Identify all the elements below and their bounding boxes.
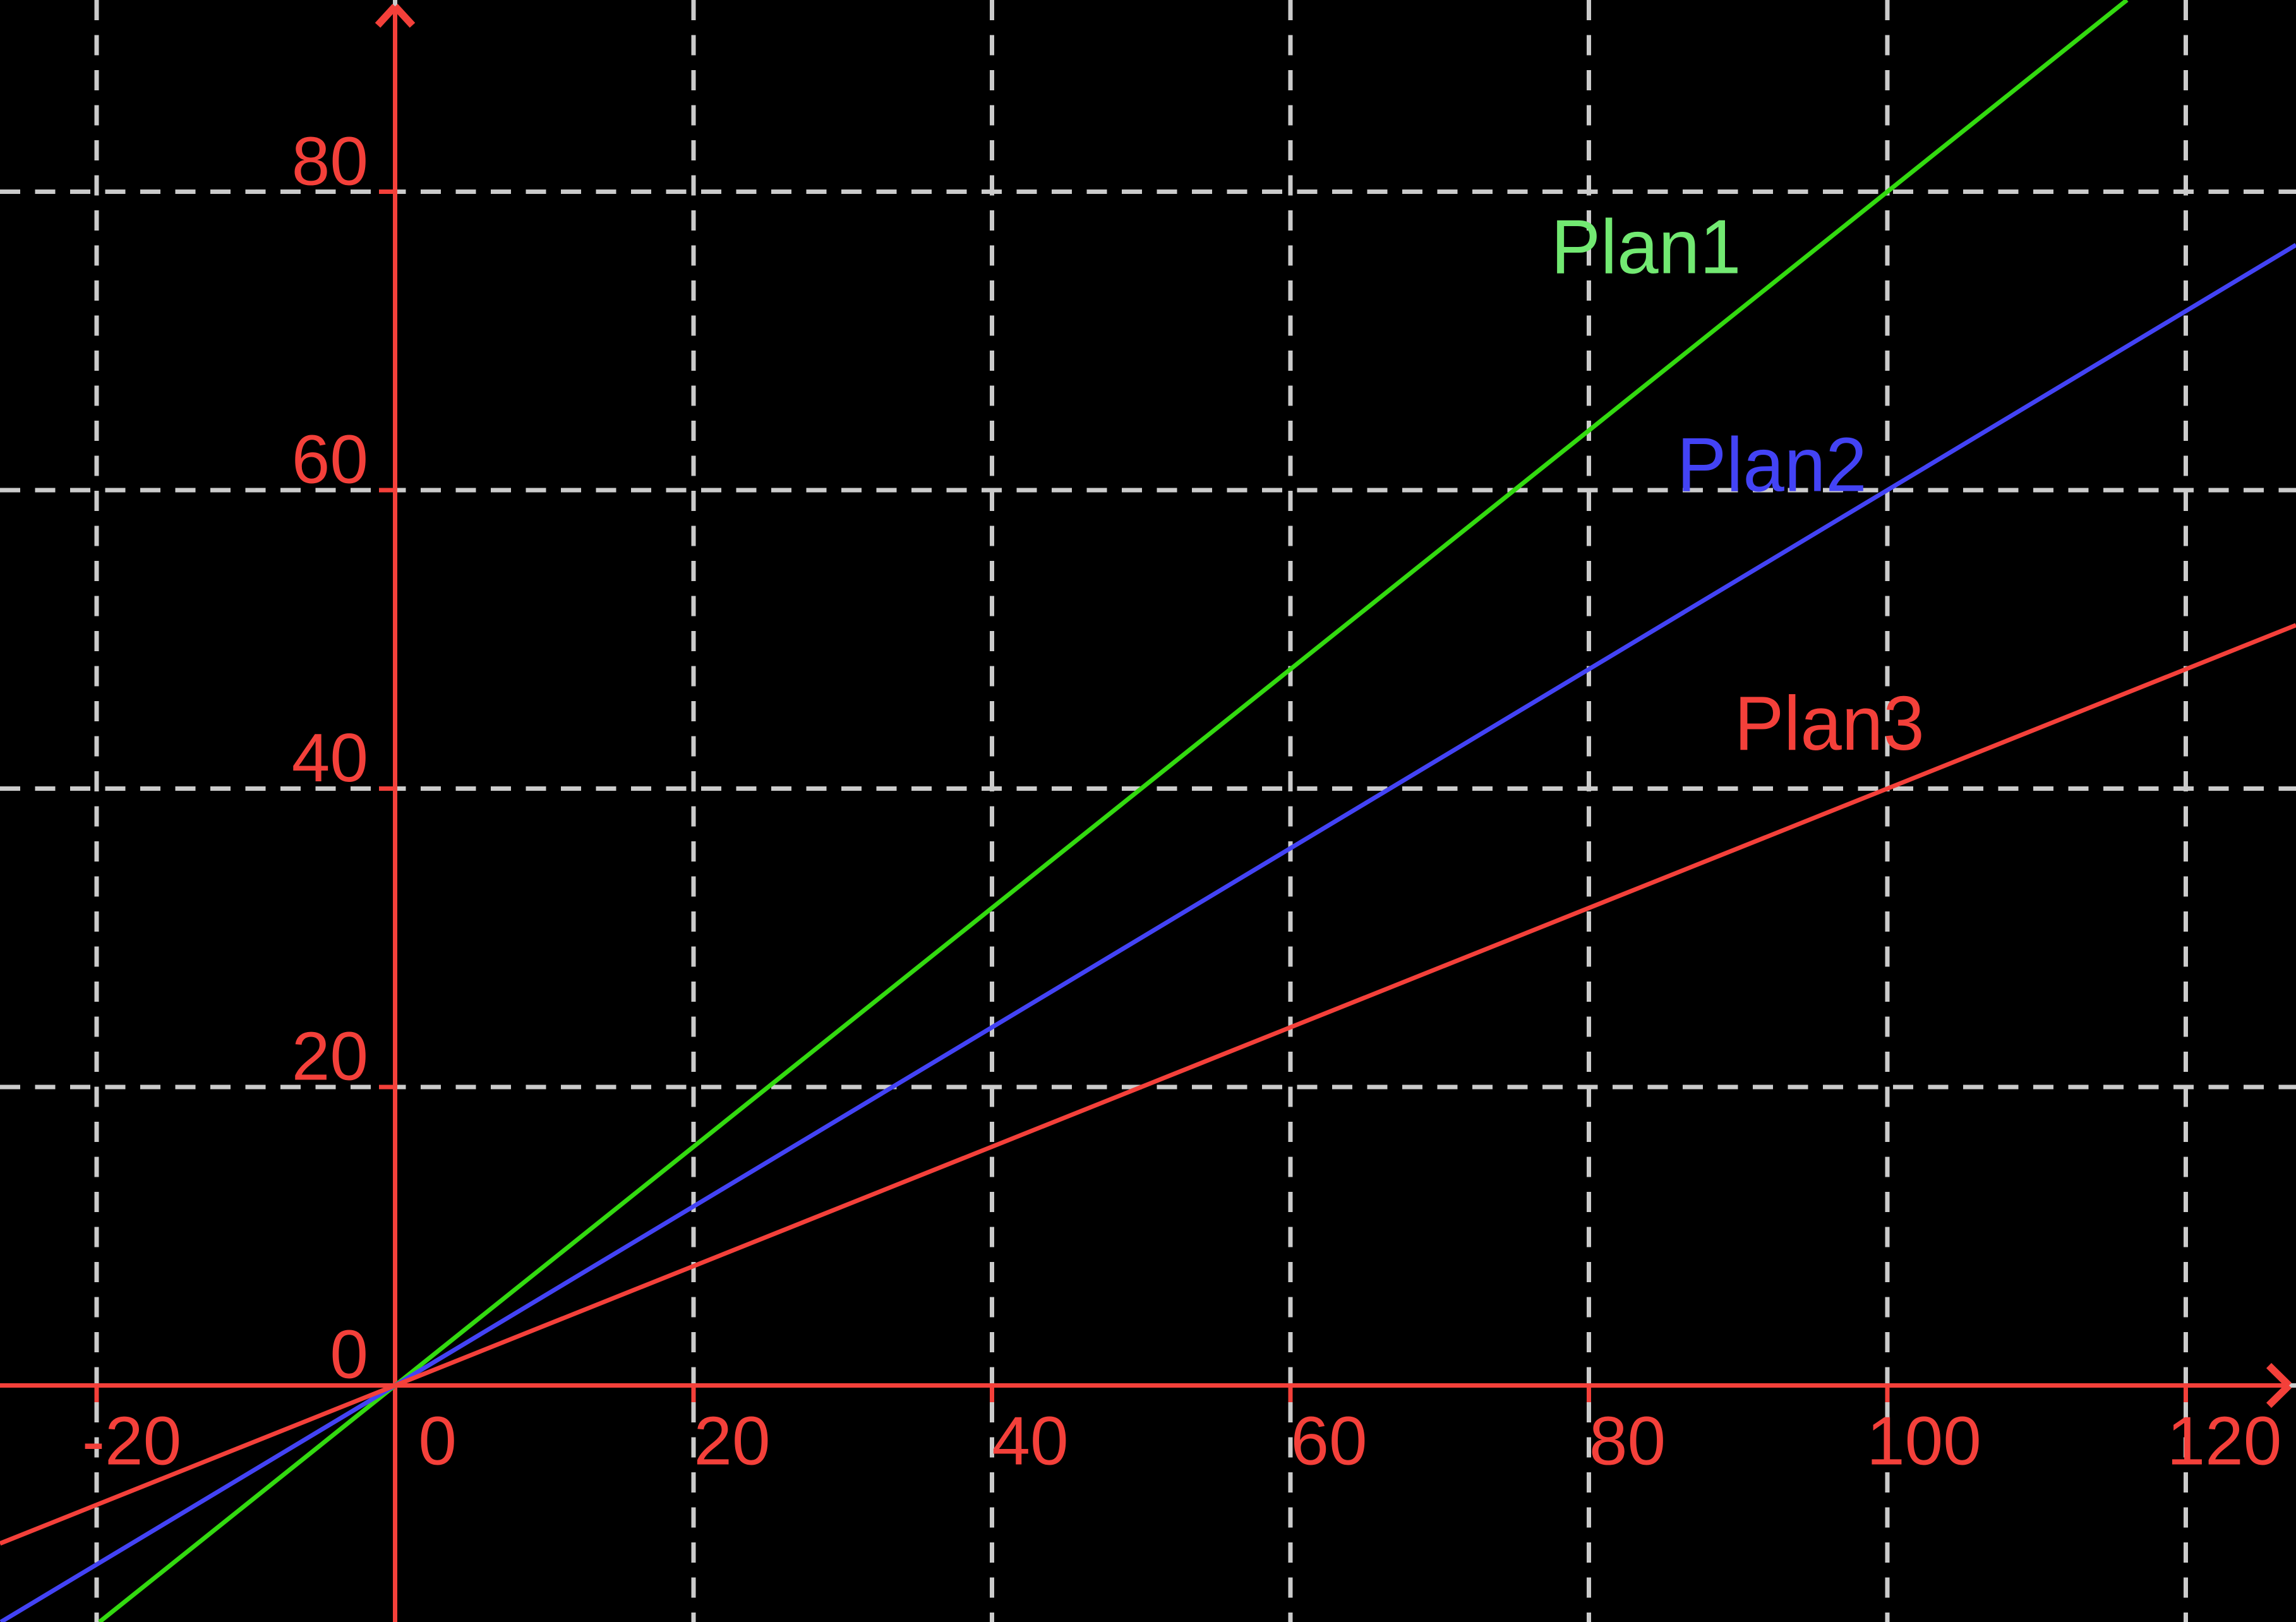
svg-text:80: 80 bbox=[292, 123, 368, 200]
svg-text:Plan1: Plan1 bbox=[1551, 204, 1741, 290]
svg-text:80: 80 bbox=[1589, 1403, 1666, 1480]
svg-text:120: 120 bbox=[2167, 1403, 2282, 1480]
svg-text:60: 60 bbox=[1290, 1403, 1367, 1480]
svg-text:100: 100 bbox=[1866, 1403, 1981, 1480]
svg-text:20: 20 bbox=[292, 1018, 368, 1095]
svg-text:20: 20 bbox=[694, 1403, 770, 1480]
svg-text:Plan3: Plan3 bbox=[1734, 680, 1925, 766]
svg-text:0: 0 bbox=[418, 1403, 457, 1480]
svg-text:0: 0 bbox=[330, 1316, 368, 1393]
svg-text:Plan2: Plan2 bbox=[1677, 422, 1867, 508]
svg-text:-20: -20 bbox=[82, 1403, 182, 1480]
svg-text:60: 60 bbox=[292, 421, 368, 498]
svg-text:40: 40 bbox=[992, 1403, 1068, 1480]
svg-text:40: 40 bbox=[292, 719, 368, 796]
